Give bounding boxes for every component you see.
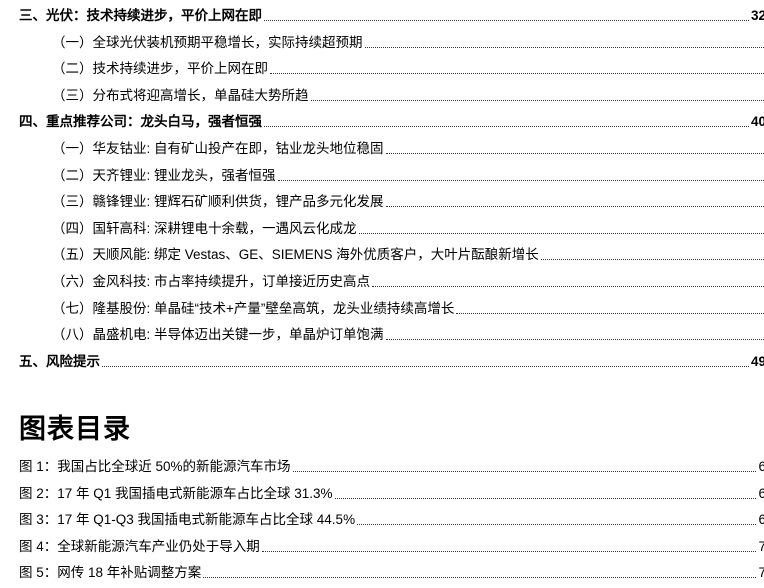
dot-leader	[277, 179, 764, 181]
toc-entry[interactable]: 图 5：网传 18 年补贴调整方案 7	[0, 561, 764, 581]
toc-entry[interactable]: （六）金风科技: 市占率持续提升，订单接近历史高点45	[0, 270, 764, 290]
entry-title: 图 5：网传 18 年补贴调整方案	[19, 565, 202, 581]
toc-entry[interactable]: （二）技术持续进步，平价上网在即33	[0, 57, 764, 77]
toc-entry[interactable]: （三）赣锋锂业: 锂辉石矿顺利供货，锂产品多元化发展42	[0, 190, 764, 210]
dot-leader	[102, 365, 749, 367]
dot-leader	[372, 286, 764, 287]
dot-leader	[270, 73, 764, 75]
entry-title: （一）全球光伏装机预期平稳增长，实际持续超预期	[52, 34, 363, 50]
toc-entry[interactable]: （二）天齐锂业: 锂业龙头，强者恒强41	[0, 164, 764, 184]
entry-title: （五）天顺风能: 绑定 Vestas、GE、SIEMENS 海外优质客户，大叶片…	[52, 247, 539, 263]
toc-entry[interactable]: 四、重点推荐公司：龙头白马，强者恒强 40	[0, 110, 764, 130]
entry-title: 四、重点推荐公司：龙头白马，强者恒强	[19, 114, 262, 130]
entry-title: （八）晶盛机电: 半导体迈出关键一步，单晶炉订单饱满	[52, 327, 384, 343]
toc-entry[interactable]: （三）分布式将迎高增长，单晶硅大势所趋36	[0, 84, 764, 104]
toc-entry[interactable]: （五）天顺风能: 绑定 Vestas、GE、SIEMENS 海外优质客户，大叶片…	[0, 243, 764, 263]
entry-title: 五、风险提示	[19, 353, 100, 369]
toc-entry[interactable]: 五、风险提示 49	[0, 350, 764, 370]
dot-leader	[292, 471, 757, 472]
dot-leader	[540, 259, 764, 261]
dot-leader	[364, 46, 764, 48]
page-number: 7	[758, 565, 764, 581]
page-number: 6	[758, 485, 764, 501]
entry-title: （二）技术持续进步，平价上网在即	[52, 61, 268, 77]
dot-leader	[385, 153, 764, 154]
toc-entry[interactable]: （四）国轩高科: 深耕锂电十余载，一遇风云化成龙43	[0, 217, 764, 237]
entry-title: 图 1：我国占比全球近 50%的新能源汽车市场	[19, 459, 291, 474]
dot-leader	[357, 524, 757, 526]
page-number: 32	[750, 8, 764, 23]
entry-title: （七）隆基股份: 单晶硅“技术+产量”壁垒高筑，龙头业绩持续高增长	[52, 300, 455, 316]
entry-title: 三、光伏：技术持续进步，平价上网在即	[19, 8, 262, 23]
dot-leader	[385, 339, 764, 341]
dot-leader	[310, 99, 764, 101]
toc-entry[interactable]: 图 1：我国占比全球近 50%的新能源汽车市场 6	[0, 455, 764, 475]
dot-leader	[456, 312, 764, 314]
toc-entry[interactable]: （八）晶盛机电: 半导体迈出关键一步，单晶炉订单饱满48	[0, 323, 764, 343]
entry-title: （一）华友钴业: 自有矿山投产在即，钴业龙头地位稳固	[52, 141, 384, 156]
entry-title: （三）赣锋锂业: 锂辉石矿顺利供货，锂产品多元化发展	[52, 194, 384, 210]
toc-entry[interactable]: 三、光伏：技术持续进步，平价上网在即 32	[0, 4, 764, 24]
figures-heading: 图表目录	[19, 414, 131, 444]
dot-leader	[264, 126, 749, 128]
page-number: 49	[750, 353, 764, 369]
toc-entry[interactable]: （七）隆基股份: 单晶硅“技术+产量”壁垒高筑，龙头业绩持续高增长46	[0, 297, 764, 317]
entry-title: （三）分布式将迎高增长，单晶硅大势所趋	[52, 87, 309, 103]
page-number: 40	[750, 114, 764, 130]
toc-entry[interactable]: （一）华友钴业: 自有矿山投产在即，钴业龙头地位稳固40	[0, 137, 764, 157]
page-number: 6	[758, 512, 764, 528]
dot-leader	[261, 550, 757, 552]
entry-title: 图 3：17 年 Q1-Q3 我国插电式新能源车占比全球 44.5%	[19, 512, 356, 528]
dot-leader	[203, 577, 757, 579]
page-number: 6	[758, 459, 764, 474]
dot-leader	[264, 20, 749, 21]
toc-entry[interactable]: 图 4：全球新能源汽车产业仍处于导入期 7	[0, 535, 764, 555]
toc-entry[interactable]: 图 3：17 年 Q1-Q3 我国插电式新能源车占比全球 44.5% 6	[0, 508, 764, 528]
entry-title: （六）金风科技: 市占率持续提升，订单接近历史高点	[52, 274, 371, 289]
dot-leader	[358, 232, 764, 234]
toc-entry[interactable]: 图 2：17 年 Q1 我国插电式新能源车占比全球 31.3% 6	[0, 482, 764, 502]
dot-leader	[385, 206, 764, 208]
entry-title: 图 2：17 年 Q1 我国插电式新能源车占比全球 31.3%	[19, 485, 333, 501]
entry-title: 图 4：全球新能源汽车产业仍处于导入期	[19, 538, 260, 554]
entry-title: （二）天齐锂业: 锂业龙头，强者恒强	[52, 167, 276, 183]
dot-leader	[334, 497, 757, 499]
page-number: 7	[758, 538, 764, 554]
entry-title: （四）国轩高科: 深耕锂电十余载，一遇风云化成龙	[52, 220, 357, 236]
toc-entry[interactable]: （一）全球光伏装机预期平稳增长，实际持续超预期32	[0, 31, 764, 51]
